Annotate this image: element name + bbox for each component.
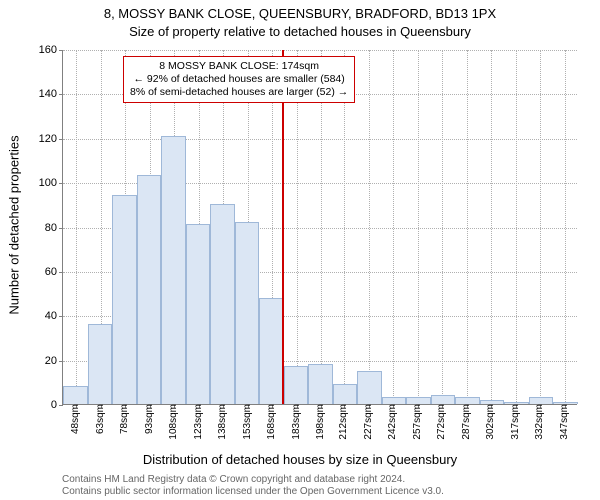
chart-subtitle: Size of property relative to detached ho… — [0, 24, 600, 39]
gridline-v — [442, 50, 443, 404]
histogram-bar — [406, 397, 431, 404]
histogram-bar — [112, 195, 137, 404]
ytick-label: 120 — [39, 133, 57, 145]
x-axis-label: Distribution of detached houses by size … — [0, 452, 600, 467]
gridline-v — [516, 50, 517, 404]
histogram-bar — [284, 366, 309, 404]
ytick-mark — [59, 94, 63, 95]
ytick-label: 60 — [45, 266, 57, 278]
annotation-line: ← 92% of detached houses are smaller (58… — [130, 73, 348, 86]
annotation-box: 8 MOSSY BANK CLOSE: 174sqm← 92% of detac… — [123, 56, 355, 103]
xtick-label: 108sqm — [168, 404, 179, 440]
histogram-bar — [504, 402, 529, 404]
ytick-label: 40 — [45, 310, 57, 322]
xtick-label: 153sqm — [242, 404, 253, 440]
y-axis-label: Number of detached properties — [7, 135, 22, 314]
histogram-bar — [88, 324, 113, 404]
gridline-v — [491, 50, 492, 404]
ytick-mark — [59, 405, 63, 406]
histogram-bar — [235, 222, 260, 404]
xtick-label: 123sqm — [193, 404, 204, 440]
xtick-label: 332sqm — [534, 404, 545, 440]
gridline-v — [76, 50, 77, 404]
histogram-bar — [308, 364, 333, 404]
xtick-label: 138sqm — [217, 404, 228, 440]
annotation-line: 8% of semi-detached houses are larger (5… — [130, 86, 348, 99]
xtick-label: 198sqm — [315, 404, 326, 440]
xtick-label: 227sqm — [363, 404, 374, 440]
chart-title: 8, MOSSY BANK CLOSE, QUEENSBURY, BRADFOR… — [0, 6, 600, 21]
ytick-label: 100 — [39, 177, 57, 189]
plot-area: 02040608010012014016048sqm63sqm78sqm93sq… — [62, 50, 577, 405]
gridline-v — [540, 50, 541, 404]
xtick-label: 347sqm — [559, 404, 570, 440]
histogram-bar — [210, 204, 235, 404]
ytick-label: 80 — [45, 222, 57, 234]
footnote-copyright: Contains HM Land Registry data © Crown c… — [62, 474, 405, 485]
ytick-mark — [59, 183, 63, 184]
ytick-mark — [59, 50, 63, 51]
xtick-label: 212sqm — [338, 404, 349, 440]
ytick-label: 140 — [39, 88, 57, 100]
xtick-label: 168sqm — [266, 404, 277, 440]
gridline-v — [565, 50, 566, 404]
ytick-label: 0 — [51, 399, 57, 411]
annotation-line: 8 MOSSY BANK CLOSE: 174sqm — [130, 60, 348, 73]
histogram-bar — [382, 397, 407, 404]
ytick-mark — [59, 361, 63, 362]
gridline-v — [393, 50, 394, 404]
ytick-mark — [59, 228, 63, 229]
histogram-bar — [357, 371, 382, 404]
gridline-v — [418, 50, 419, 404]
histogram-bar — [333, 384, 358, 404]
xtick-label: 317sqm — [510, 404, 521, 440]
xtick-label: 242sqm — [387, 404, 398, 440]
ytick-mark — [59, 316, 63, 317]
xtick-label: 257sqm — [412, 404, 423, 440]
histogram-bar — [63, 386, 88, 404]
histogram-bar — [137, 175, 162, 404]
histogram-bar — [186, 224, 211, 404]
xtick-label: 302sqm — [485, 404, 496, 440]
xtick-label: 48sqm — [70, 404, 81, 434]
ytick-mark — [59, 272, 63, 273]
histogram-bar — [529, 397, 554, 404]
histogram-bar — [161, 136, 186, 404]
gridline-h — [63, 139, 577, 140]
xtick-label: 63sqm — [95, 404, 106, 434]
ytick-label: 20 — [45, 355, 57, 367]
footnote-license: Contains public sector information licen… — [62, 486, 444, 497]
xtick-label: 78sqm — [119, 404, 130, 434]
histogram-bar — [553, 402, 578, 404]
gridline-v — [369, 50, 370, 404]
xtick-label: 287sqm — [461, 404, 472, 440]
xtick-label: 272sqm — [436, 404, 447, 440]
ytick-label: 160 — [39, 44, 57, 56]
histogram-bar — [455, 397, 480, 404]
histogram-bar — [480, 400, 505, 404]
gridline-h — [63, 50, 577, 51]
xtick-label: 183sqm — [291, 404, 302, 440]
histogram-bar — [259, 298, 284, 405]
ytick-mark — [59, 139, 63, 140]
histogram-bar — [431, 395, 456, 404]
gridline-v — [467, 50, 468, 404]
xtick-label: 93sqm — [144, 404, 155, 434]
